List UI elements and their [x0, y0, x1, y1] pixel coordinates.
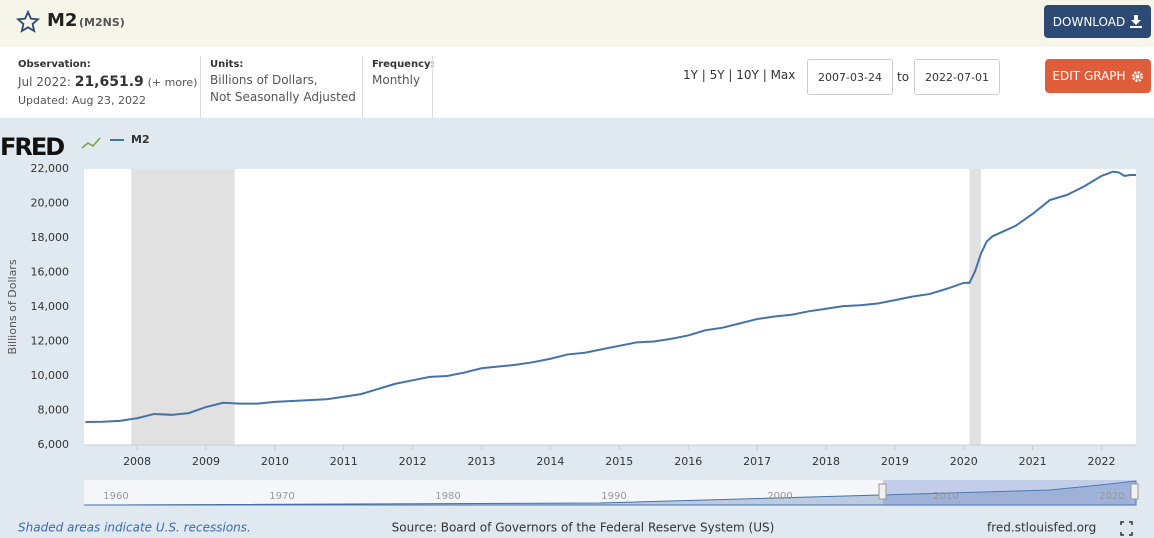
y-tick-label: 14,000 — [31, 300, 70, 313]
range-separator: | — [724, 68, 737, 82]
x-tick-label: 2012 — [399, 455, 427, 468]
y-tick-label: 12,000 — [31, 335, 70, 348]
observation: Jul 2022: 21,651.9 (+ more) — [18, 74, 197, 90]
y-axis-label: Billions of Dollars — [6, 259, 19, 354]
navigator-label: 1960 — [103, 491, 128, 502]
y-tick-label: 18,000 — [31, 231, 70, 244]
x-tick-label: 2016 — [674, 455, 702, 468]
to-label: to — [897, 70, 910, 84]
x-tick-label: 2017 — [743, 455, 771, 468]
header-bar — [0, 0, 1154, 47]
x-tick-label: 2022 — [1088, 455, 1116, 468]
x-tick-label: 2015 — [605, 455, 633, 468]
more-link[interactable]: (+ more) — [147, 76, 198, 89]
plot-area — [84, 169, 1136, 445]
gear-icon — [1131, 70, 1143, 82]
x-tick-label: 2021 — [1019, 455, 1047, 468]
x-tick-label: 2014 — [536, 455, 564, 468]
navigator-handle[interactable] — [878, 483, 887, 500]
y-tick-label: 16,000 — [31, 266, 70, 279]
range-links: 1Y | 5Y | 10Y | Max — [683, 68, 795, 82]
observation-value: 21,651.9 — [74, 74, 144, 90]
series-title: M2 — [47, 10, 78, 31]
end-date-input[interactable]: 2022-07-01 — [914, 59, 1000, 95]
navigator-label: 1980 — [435, 491, 460, 502]
y-tick-label: 22,000 — [31, 162, 70, 175]
y-tick-label: 10,000 — [31, 369, 70, 382]
navigator-selection[interactable] — [883, 480, 1136, 505]
navigator-label: 2020 — [1099, 491, 1124, 502]
separator — [200, 56, 201, 118]
units-line: Not Seasonally Adjusted — [210, 90, 356, 104]
edit-graph-button[interactable]: EDIT GRAPH — [1045, 59, 1151, 93]
range-link[interactable]: 1Y — [683, 68, 698, 82]
x-tick-label: 2011 — [330, 455, 358, 468]
source: Source: Board of Governors of the Federa… — [392, 521, 775, 535]
favorite-star[interactable] — [16, 10, 40, 34]
start-date-input[interactable]: 2007-03-24 — [807, 59, 893, 95]
series-id: (M2NS) — [79, 16, 125, 29]
separator — [362, 56, 363, 118]
y-tick-label: 6,000 — [38, 438, 70, 451]
navigator-label: 2010 — [933, 491, 958, 502]
y-tick-label: 8,000 — [38, 404, 70, 417]
logo-icon — [81, 137, 101, 149]
x-tick-label: 2019 — [881, 455, 909, 468]
navigator-series — [83, 480, 1137, 506]
units-line: Billions of Dollars, — [210, 73, 318, 87]
x-tick-label: 2008 — [123, 455, 151, 468]
x-tick-label: 2009 — [192, 455, 220, 468]
range-link[interactable]: 10Y — [736, 68, 759, 82]
x-tick-label: 2020 — [950, 455, 978, 468]
navigator-label: 1990 — [601, 491, 626, 502]
observation-date: Jul 2022: — [18, 75, 71, 89]
range-separator: | — [758, 68, 771, 82]
separator — [432, 56, 433, 118]
x-tick-label: 2010 — [261, 455, 289, 468]
site-link[interactable]: fred.stlouisfed.org — [987, 521, 1096, 535]
frequency-label: Frequency: — [372, 59, 435, 70]
download-icon — [1130, 15, 1143, 28]
range-link[interactable]: 5Y — [709, 68, 725, 82]
legend-label: M2 — [131, 133, 150, 146]
recession-band — [131, 169, 235, 445]
y-tick-label: 20,000 — [31, 197, 70, 210]
edit-graph-label: EDIT GRAPH — [1052, 69, 1126, 83]
fullscreen-icon[interactable] — [1120, 521, 1133, 536]
download-button[interactable]: DOWNLOAD — [1044, 5, 1151, 38]
range-link[interactable]: Max — [770, 68, 796, 82]
units-label: Units: — [210, 59, 244, 70]
observation-label: Observation: — [18, 59, 91, 70]
navigator-label: 1970 — [269, 491, 294, 502]
frequency: Monthly — [372, 73, 421, 87]
recession-band — [969, 169, 981, 445]
fred-logo: FRED — [0, 133, 64, 161]
x-tick-label: 2013 — [468, 455, 496, 468]
series-line — [85, 170, 1137, 424]
x-tick-label: 2018 — [812, 455, 840, 468]
updated: Updated: Aug 23, 2022 — [18, 94, 146, 107]
navigator-label: 2000 — [767, 491, 792, 502]
download-label: DOWNLOAD — [1052, 14, 1126, 29]
navigator-handle[interactable] — [1130, 483, 1139, 500]
range-separator: | — [697, 68, 710, 82]
recession-note: Shaded areas indicate U.S. recessions. — [18, 521, 251, 535]
